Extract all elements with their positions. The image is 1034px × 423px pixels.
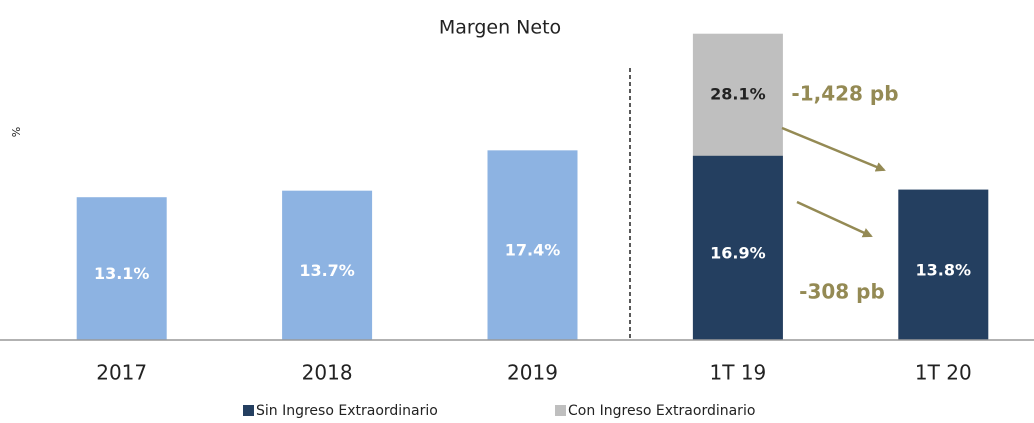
data-label: 13.7% (299, 261, 355, 280)
x-tick-label: 1T 19 (710, 361, 767, 385)
x-tick-label: 2018 (302, 361, 353, 385)
bar (487, 150, 578, 340)
x-tick-label: 1T 20 (915, 361, 972, 385)
annotation: -308 pb (799, 280, 885, 304)
arrow (796, 200, 873, 238)
x-tick-label: 2017 (96, 361, 147, 385)
legend-label: Con Ingreso Extraordinario (568, 403, 755, 419)
bar (692, 155, 783, 340)
x-tick-label: 2019 (507, 361, 558, 385)
legend-swatch (555, 405, 566, 416)
data-label: 28.1% (710, 84, 766, 103)
chart-title: Margen Neto (439, 17, 561, 39)
arrow (781, 126, 886, 172)
data-label: 17.4% (505, 241, 561, 260)
bars (76, 33, 989, 341)
data-label: 13.1% (94, 264, 150, 283)
y-axis-label: % (10, 127, 23, 137)
bar (282, 190, 373, 340)
legend-label: Sin Ingreso Extraordinario (256, 403, 438, 419)
annotation: -1,428 pb (791, 82, 898, 106)
data-label: 13.8% (916, 260, 972, 279)
bar (898, 189, 989, 340)
data-label: 16.9% (710, 243, 766, 262)
legend: Sin Ingreso Extraordinario Con Ingreso Ex… (243, 403, 755, 419)
bar (76, 197, 167, 340)
legend-swatch (243, 405, 254, 416)
